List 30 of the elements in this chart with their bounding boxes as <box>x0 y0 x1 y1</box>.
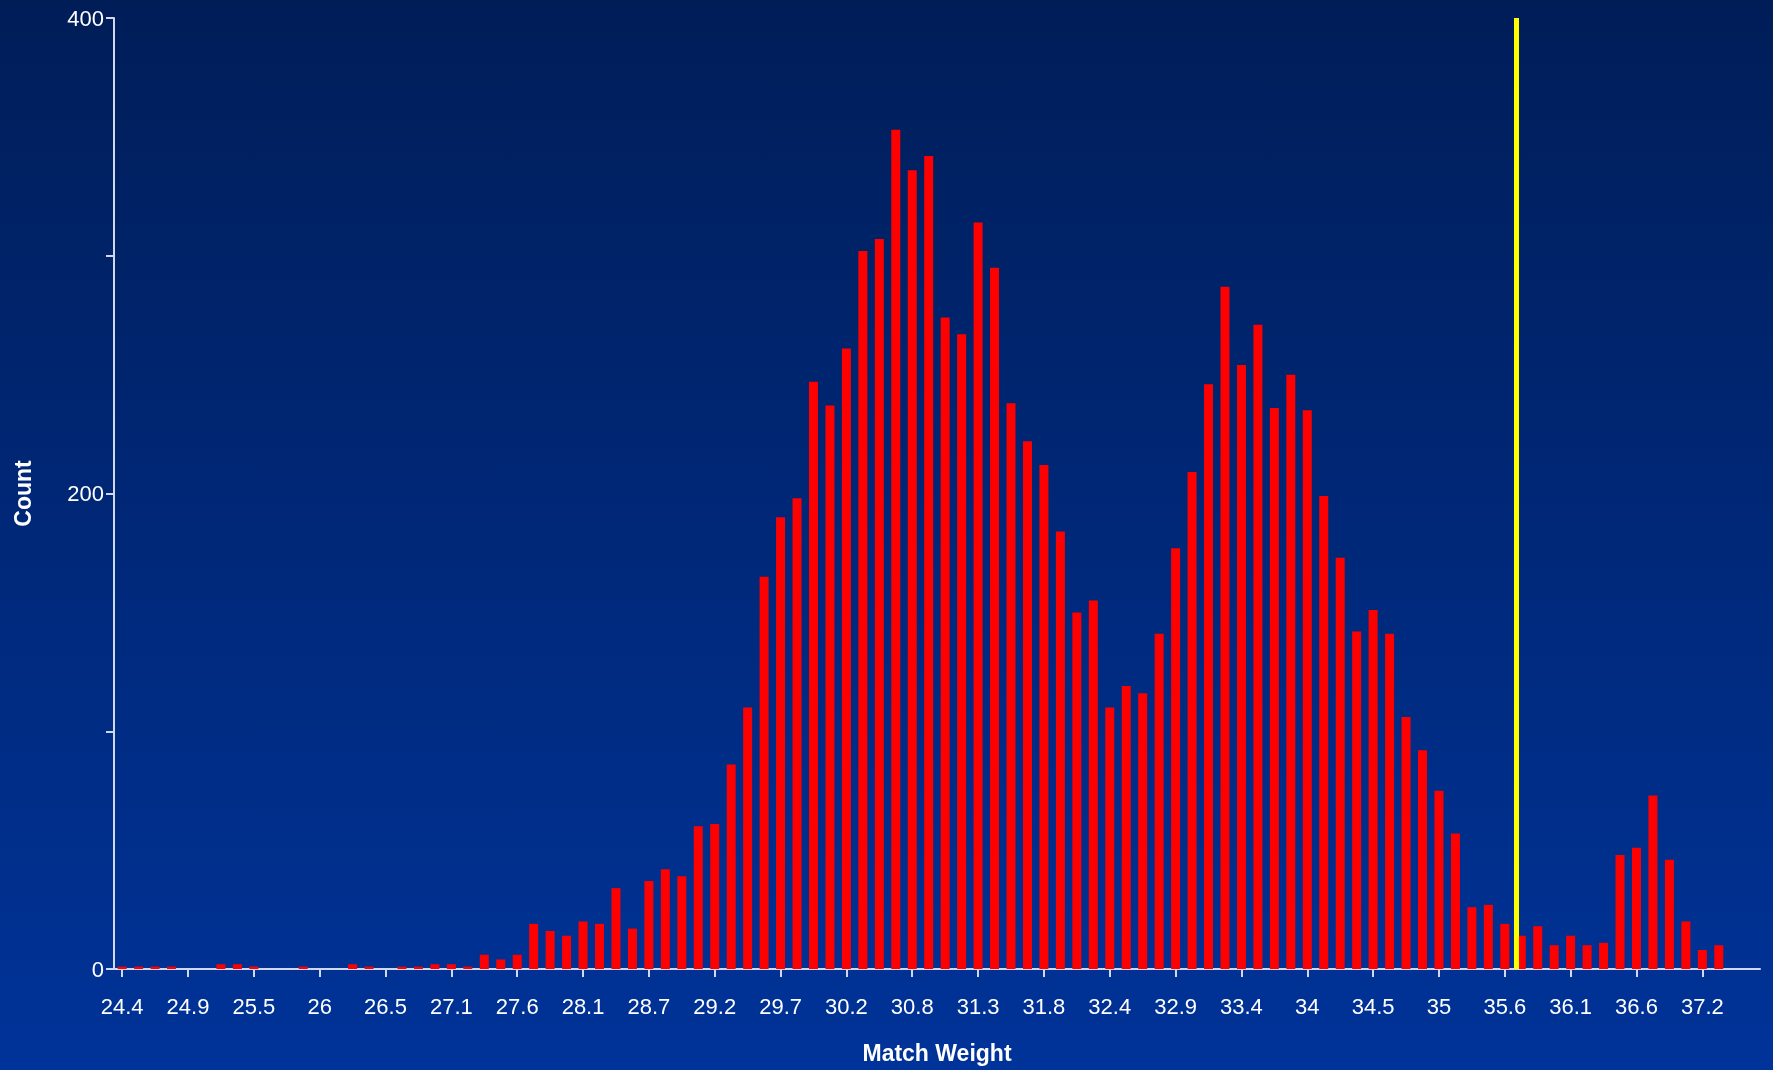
x-tick-label: 29.2 <box>693 993 737 1019</box>
y-tick-label: 0 <box>91 956 104 982</box>
x-tick-label: 34 <box>1295 993 1320 1019</box>
x-tick-label: 33.4 <box>1220 993 1263 1019</box>
x-tick-label: 30.2 <box>824 993 868 1019</box>
x-tick-label: 36.6 <box>1615 993 1658 1019</box>
x-tick-label: 36.1 <box>1549 993 1593 1019</box>
x-tick-label: 26.5 <box>364 993 407 1019</box>
x-tick-label: 31.8 <box>1022 993 1066 1019</box>
y-axis-title: Count <box>9 459 36 527</box>
x-tick-label: 35 <box>1426 993 1452 1019</box>
x-tick-label: 37.2 <box>1680 993 1724 1019</box>
x-tick-label: 24.4 <box>100 993 144 1019</box>
x-tick-label: 28.7 <box>627 993 671 1019</box>
x-tick-label: 31.3 <box>956 993 1000 1019</box>
x-tick-label: 35.6 <box>1483 993 1527 1019</box>
x-tick-label: 27.1 <box>429 993 473 1019</box>
x-tick-label: 32.4 <box>1088 993 1132 1019</box>
y-tick-label: 200 <box>67 481 104 506</box>
x-tick-label: 26 <box>307 993 332 1019</box>
x-tick-label: 24.9 <box>166 993 210 1019</box>
x-tick-label: 29.7 <box>759 993 802 1019</box>
x-tick-label: 32.9 <box>1154 993 1198 1019</box>
x-tick-label: 27.6 <box>495 993 539 1019</box>
x-axis-title: Match Weight <box>862 1039 1012 1066</box>
x-tick-label: 30.8 <box>890 993 934 1019</box>
x-tick-label: 28.1 <box>561 993 605 1019</box>
x-tick-label: 25.5 <box>232 993 276 1019</box>
x-tick-label: 34.5 <box>1351 993 1395 1019</box>
y-tick-label: 400 <box>67 5 104 31</box>
